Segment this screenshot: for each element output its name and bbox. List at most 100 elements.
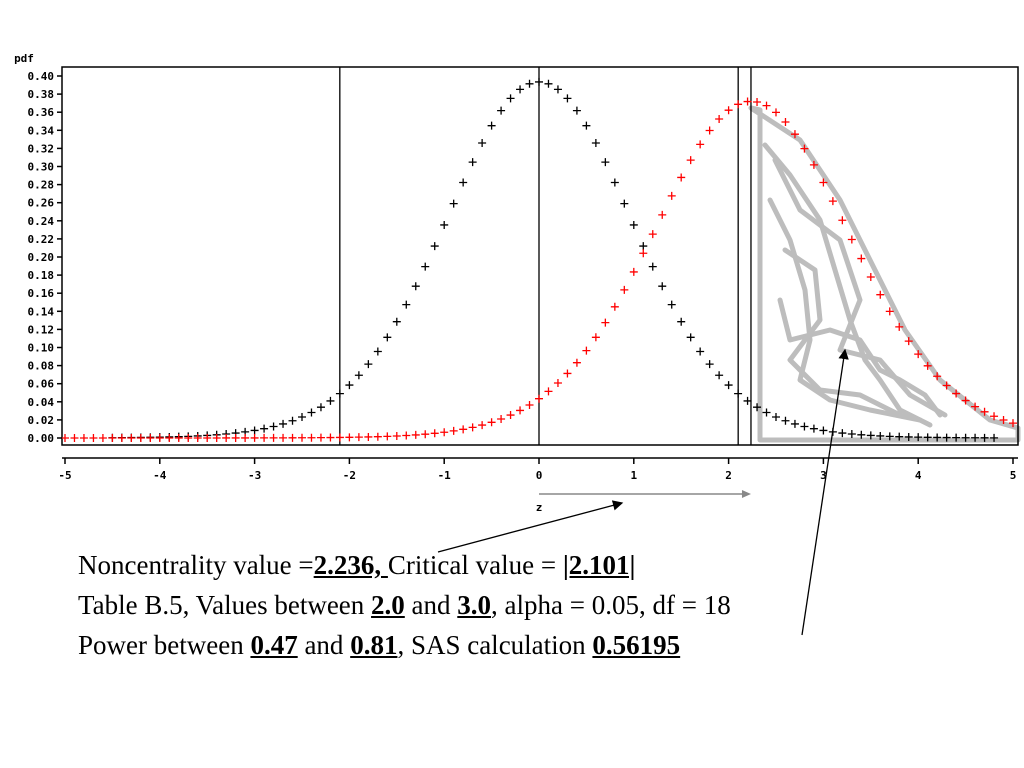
- data-point: [629, 267, 638, 276]
- data-point: [516, 406, 525, 415]
- data-point: [497, 414, 506, 423]
- y-tick-label: 0.36: [28, 106, 55, 119]
- data-point: [544, 79, 553, 88]
- data-point: [241, 433, 250, 442]
- data-point: [895, 322, 904, 331]
- data-point: [354, 371, 363, 380]
- data-point: [279, 433, 288, 442]
- y-tick-label: 0.00: [28, 432, 55, 445]
- y-tick-label: 0.06: [28, 378, 55, 391]
- data-point: [781, 117, 790, 126]
- shaded-rejection-region: [748, 105, 1021, 443]
- data-point: [459, 425, 468, 434]
- plot-frame: [61, 66, 1019, 446]
- data-point: [705, 360, 714, 369]
- vertical-lines: [339, 67, 752, 445]
- x-axis-label: z: [536, 501, 543, 514]
- data-point: [715, 115, 724, 124]
- caption-text: Noncentrality value =: [78, 550, 314, 580]
- data-point: [212, 433, 221, 442]
- y-tick-label: 0.20: [28, 251, 55, 264]
- data-point: [686, 333, 695, 342]
- data-point: [146, 433, 155, 442]
- data-point: [923, 433, 932, 442]
- x-tick-label: -5: [58, 469, 71, 482]
- data-point: [790, 419, 799, 428]
- y-tick-label: 0.10: [28, 342, 55, 355]
- y-tick-label: 0.12: [28, 323, 55, 336]
- data-point: [648, 230, 657, 239]
- caption-line-3: Power between 0.47 and 0.81, SAS calcula…: [78, 630, 680, 660]
- data-point: [904, 337, 913, 346]
- data-point: [885, 307, 894, 316]
- data-point: [535, 77, 543, 86]
- data-point: [800, 144, 809, 153]
- data-point: [269, 422, 278, 431]
- y-tick-label: 0.02: [28, 414, 55, 427]
- caption-text: and: [404, 590, 458, 620]
- data-point: [705, 126, 714, 135]
- y-tick-label: 0.26: [28, 197, 55, 210]
- data-point: [402, 431, 411, 440]
- data-point: [222, 433, 231, 442]
- data-point: [79, 433, 88, 442]
- data-point: [89, 433, 98, 442]
- data-point: [288, 433, 297, 442]
- data-point: [430, 429, 439, 438]
- data-point: [373, 432, 382, 441]
- y-tick-label: 0.28: [28, 179, 55, 192]
- caption-text: Table B.5, Values between: [78, 590, 372, 620]
- data-point: [364, 432, 373, 441]
- y-axis-label: pdf: [14, 52, 34, 65]
- data-point: [819, 178, 828, 187]
- data-point: [971, 402, 980, 411]
- data-point: [553, 85, 562, 94]
- data-point: [326, 433, 335, 442]
- data-point: [279, 419, 288, 428]
- data-point: [421, 430, 430, 439]
- data-point: [582, 346, 591, 355]
- data-point: [610, 178, 619, 187]
- data-point: [316, 403, 325, 412]
- x-tick-label: -4: [153, 469, 167, 482]
- data-point: [326, 396, 335, 405]
- y-tick-label: 0.16: [28, 287, 55, 300]
- data-point: [895, 432, 904, 441]
- data-point: [98, 433, 107, 442]
- noncentrality-arrow-head: [741, 490, 751, 498]
- data-point: [885, 432, 894, 441]
- data-point: [961, 396, 970, 405]
- noncentral-series: [61, 97, 1017, 442]
- data-point: [440, 428, 449, 437]
- plot-border: [61, 66, 1019, 446]
- data-point: [298, 433, 306, 442]
- data-point: [250, 426, 259, 435]
- x-axis: -5 -4 -3 -2 -1 0 1 2 3 4 5 z: [58, 457, 1018, 514]
- data-point: [345, 381, 354, 390]
- data-point: [345, 433, 354, 442]
- data-point: [117, 433, 126, 442]
- data-point: [819, 426, 828, 435]
- data-point: [1009, 419, 1017, 428]
- data-point: [999, 415, 1008, 424]
- data-point: [421, 262, 430, 271]
- data-point: [876, 290, 885, 299]
- data-point: [677, 317, 686, 326]
- data-point: [402, 300, 411, 309]
- data-point: [629, 220, 638, 229]
- chart: 0.00 0.02 0.04 0.06 0.08 0.10 0.12 0.14 0.16 0.18…: [14, 52, 1021, 514]
- data-point: [809, 424, 818, 433]
- data-point: [734, 389, 743, 398]
- y-tick-label: 0.08: [28, 360, 55, 373]
- data-point: [364, 360, 373, 369]
- data-point: [781, 416, 790, 425]
- annotations: [539, 490, 751, 498]
- y-tick-label: 0.14: [28, 305, 55, 318]
- data-point: [952, 433, 961, 442]
- data-point: [459, 178, 468, 187]
- x-tick-label: 4: [915, 469, 922, 482]
- data-point: [715, 371, 724, 380]
- y-tick-label: 0.34: [28, 124, 55, 137]
- critical-value: |2.101|: [562, 550, 636, 580]
- data-point: [762, 101, 771, 110]
